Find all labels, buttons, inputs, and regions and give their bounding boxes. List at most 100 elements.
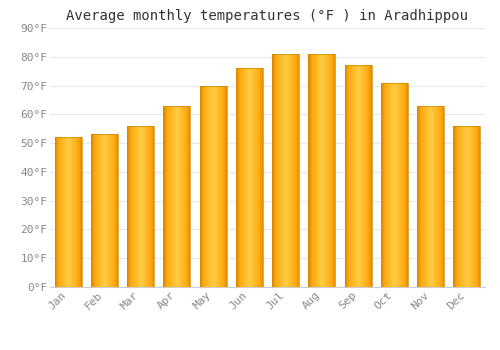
Bar — [138, 126, 140, 287]
Bar — [275, 54, 276, 287]
Bar — [478, 126, 479, 287]
Bar — [347, 65, 348, 287]
Bar — [388, 83, 389, 287]
Bar — [382, 83, 383, 287]
Bar — [381, 83, 408, 287]
Bar — [344, 65, 372, 287]
Bar — [389, 83, 390, 287]
Bar — [370, 65, 371, 287]
Bar — [400, 83, 401, 287]
Bar — [173, 106, 174, 287]
Bar — [294, 54, 295, 287]
Bar — [57, 137, 58, 287]
Bar — [71, 137, 72, 287]
Bar — [425, 106, 426, 287]
Bar — [178, 106, 179, 287]
Bar — [286, 54, 287, 287]
Bar — [183, 106, 184, 287]
Bar — [164, 106, 166, 287]
Bar — [174, 106, 175, 287]
Bar — [217, 85, 218, 287]
Bar — [469, 126, 470, 287]
Bar — [354, 65, 356, 287]
Bar — [136, 126, 137, 287]
Bar — [142, 126, 144, 287]
Bar — [403, 83, 404, 287]
Bar — [153, 126, 154, 287]
Bar — [81, 137, 82, 287]
Bar — [474, 126, 475, 287]
Bar — [168, 106, 170, 287]
Bar — [177, 106, 178, 287]
Bar — [364, 65, 365, 287]
Bar — [471, 126, 472, 287]
Bar — [279, 54, 280, 287]
Bar — [104, 134, 105, 287]
Bar — [330, 54, 332, 287]
Bar — [246, 68, 248, 287]
Bar — [135, 126, 136, 287]
Bar — [466, 126, 467, 287]
Bar — [476, 126, 477, 287]
Bar — [255, 68, 256, 287]
Bar — [363, 65, 364, 287]
Bar — [140, 126, 141, 287]
Bar — [252, 68, 253, 287]
Bar — [367, 65, 368, 287]
Bar — [94, 134, 95, 287]
Bar — [114, 134, 115, 287]
Bar — [428, 106, 430, 287]
Bar — [106, 134, 107, 287]
Bar — [362, 65, 363, 287]
Bar — [93, 134, 94, 287]
Bar — [318, 54, 319, 287]
Bar — [208, 85, 209, 287]
Bar — [406, 83, 408, 287]
Bar — [417, 106, 418, 287]
Bar — [418, 106, 419, 287]
Bar — [298, 54, 299, 287]
Bar — [54, 137, 82, 287]
Bar — [420, 106, 421, 287]
Bar — [424, 106, 425, 287]
Bar — [350, 65, 352, 287]
Bar — [176, 106, 177, 287]
Bar — [96, 134, 97, 287]
Bar — [129, 126, 130, 287]
Bar — [214, 85, 215, 287]
Bar — [369, 65, 370, 287]
Bar — [442, 106, 443, 287]
Bar — [66, 137, 67, 287]
Bar — [399, 83, 400, 287]
Bar — [292, 54, 293, 287]
Bar — [185, 106, 186, 287]
Bar — [393, 83, 394, 287]
Bar — [440, 106, 441, 287]
Bar — [371, 65, 372, 287]
Bar — [422, 106, 423, 287]
Bar — [202, 85, 203, 287]
Bar — [272, 54, 299, 287]
Bar — [76, 137, 77, 287]
Bar — [284, 54, 285, 287]
Bar — [172, 106, 173, 287]
Bar — [439, 106, 440, 287]
Bar — [312, 54, 313, 287]
Bar — [396, 83, 397, 287]
Bar — [309, 54, 310, 287]
Bar — [258, 68, 259, 287]
Bar — [272, 54, 274, 287]
Bar — [248, 68, 250, 287]
Bar — [285, 54, 286, 287]
Bar — [211, 85, 212, 287]
Bar — [253, 68, 254, 287]
Bar — [78, 137, 79, 287]
Bar — [289, 54, 290, 287]
Bar — [259, 68, 260, 287]
Bar — [359, 65, 360, 287]
Bar — [74, 137, 75, 287]
Title: Average monthly temperatures (°F ) in Aradhippou: Average monthly temperatures (°F ) in Ar… — [66, 9, 468, 23]
Bar — [218, 85, 219, 287]
Bar — [348, 65, 350, 287]
Bar — [62, 137, 64, 287]
